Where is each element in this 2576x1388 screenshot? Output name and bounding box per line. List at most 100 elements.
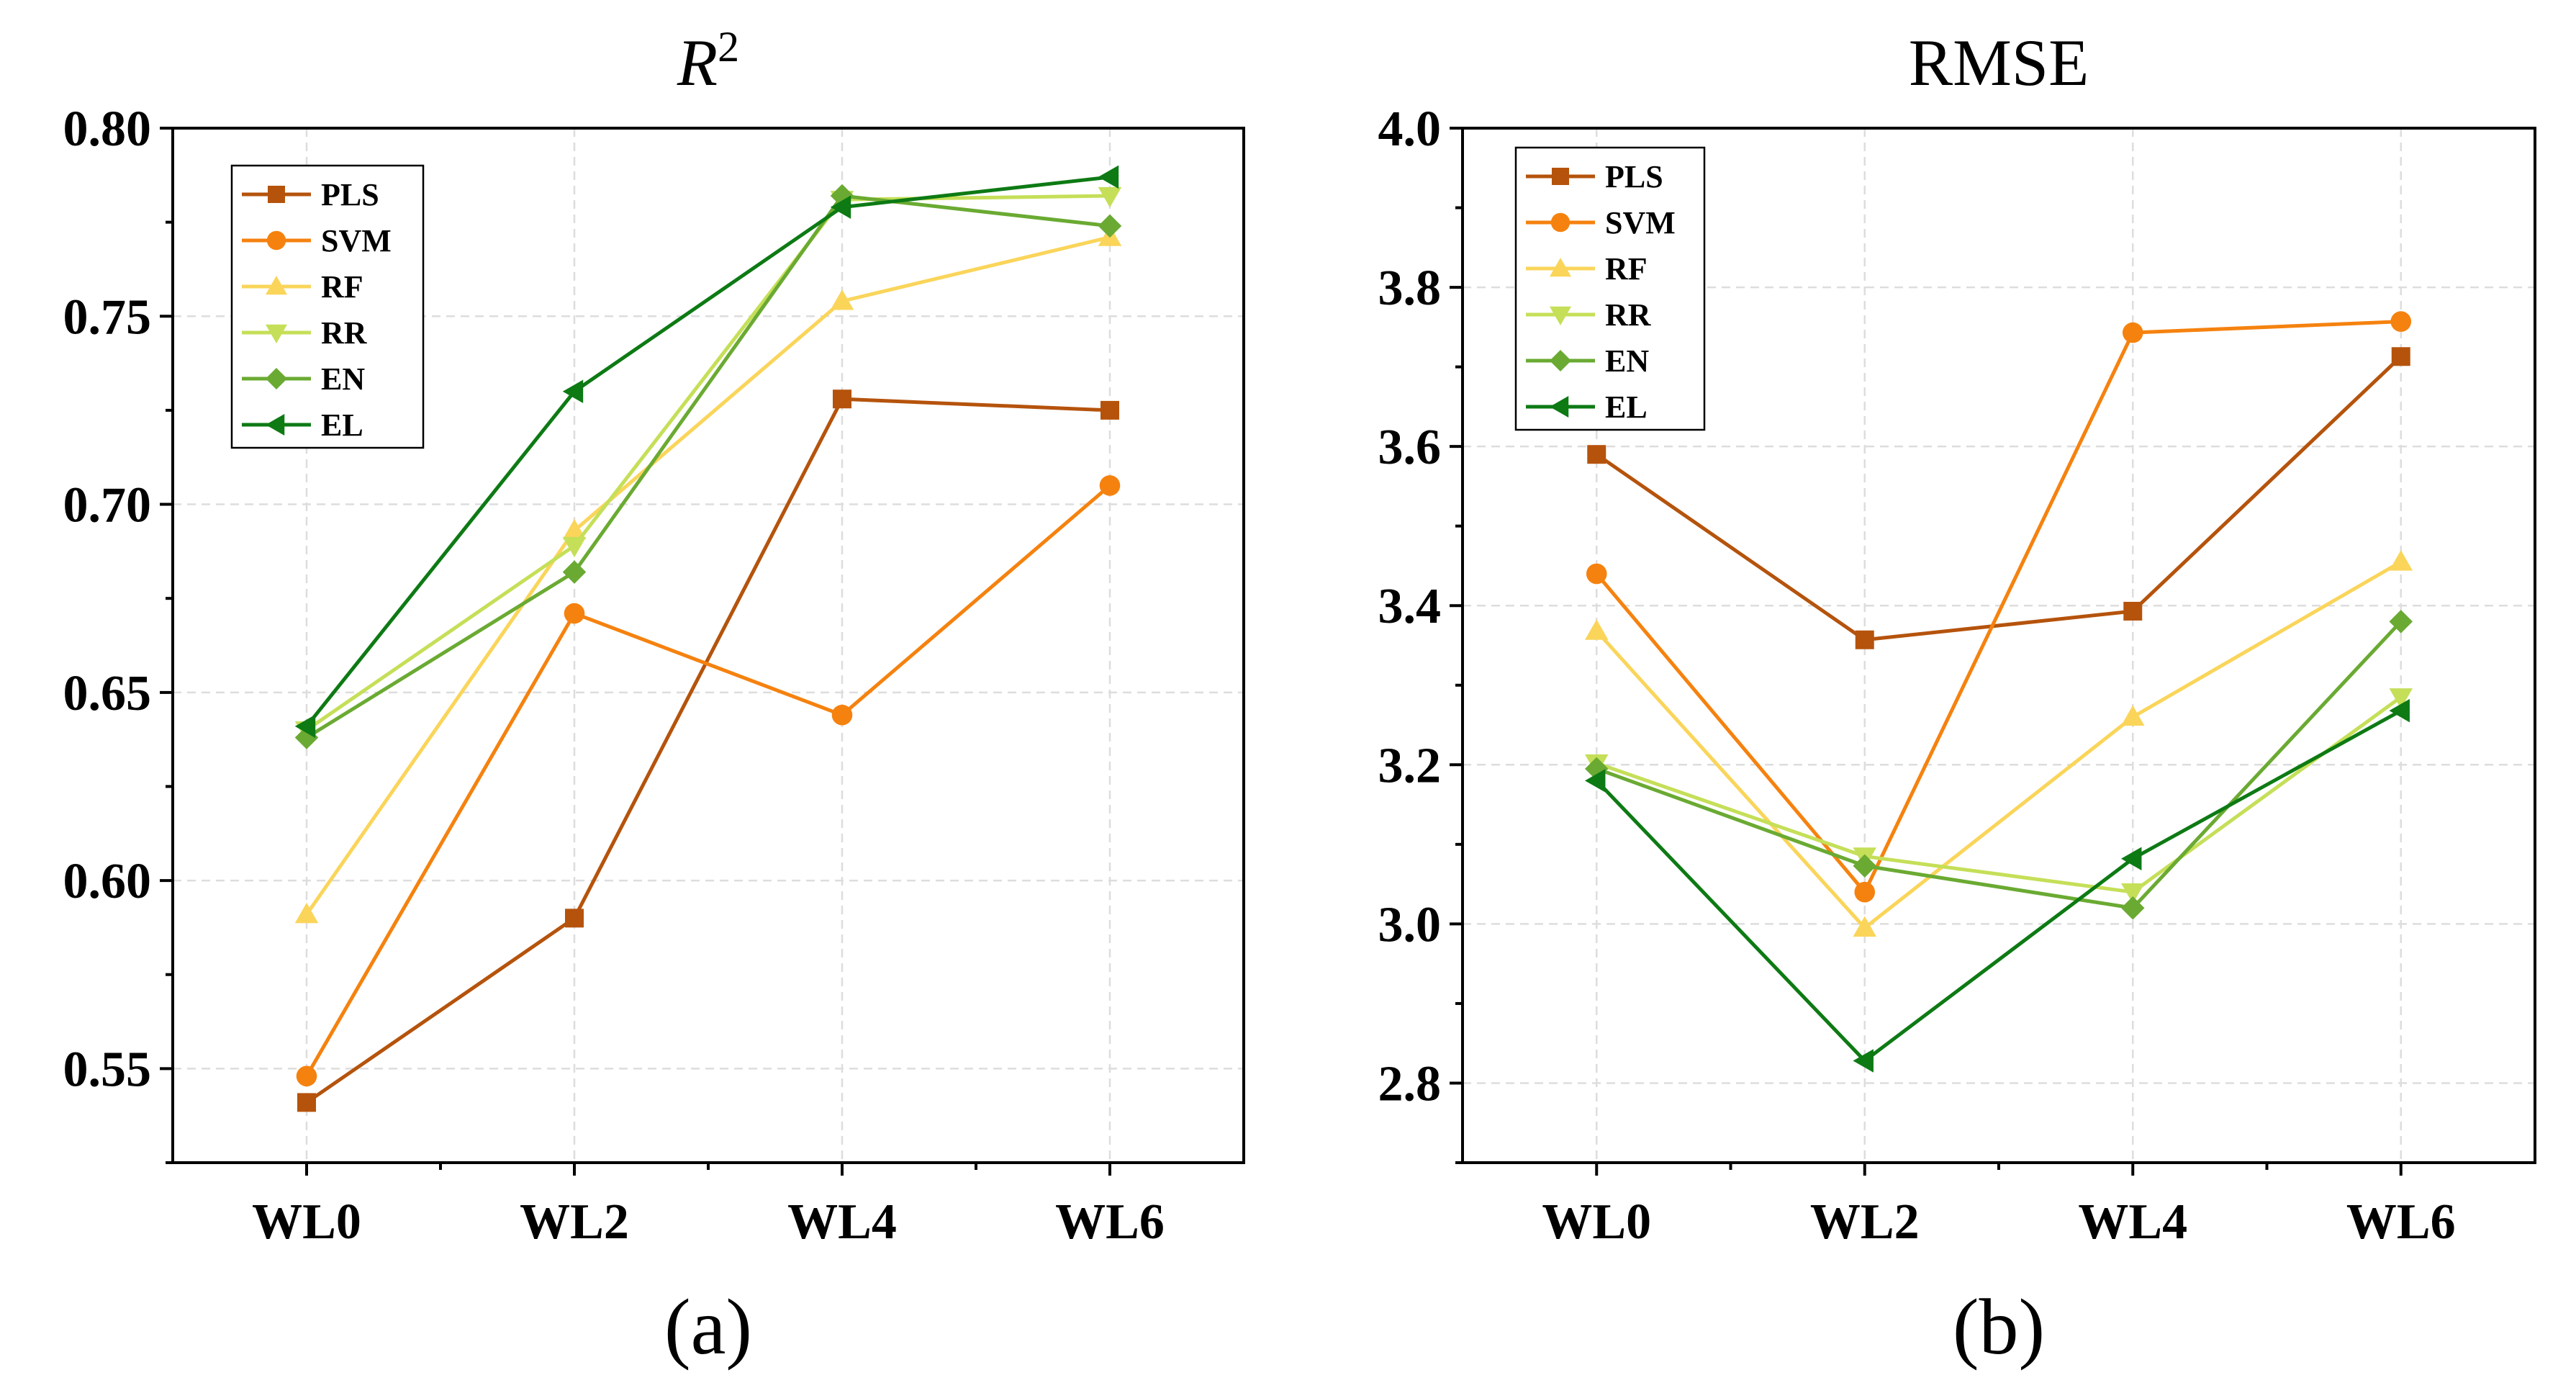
data-point [564,603,585,624]
panel-caption: (a) [664,1283,752,1371]
data-point [562,379,584,404]
data-point [296,1065,317,1087]
panel-caption: (b) [1953,1283,2045,1371]
y-tick-label: 3.2 [1378,738,1442,793]
legend-label: EN [1605,343,1649,379]
data-point [1098,165,1119,189]
x-tick-label: WL2 [520,1194,629,1250]
legend-swatch-marker [266,414,285,436]
x-tick-label: WL0 [252,1194,361,1250]
legend-swatch-marker [266,324,287,343]
legend-label: SVM [1605,205,1676,240]
series-line [304,235,1111,916]
series-line [305,175,1111,728]
legend-label: RF [1605,251,1648,287]
data-point [294,726,319,749]
legend: PLS SVM RF RR EN EL [1514,146,1706,431]
legend-label: EN [321,361,365,397]
chart-title: RMSE [1909,26,2089,99]
data-point [2389,698,2410,723]
y-tick-label: 2.8 [1378,1056,1442,1112]
data-point [1853,1049,1874,1073]
data-point [2389,610,2413,634]
chart-title: R2 [677,23,739,99]
series-svm [296,475,1121,1087]
data-point [1855,630,1874,649]
series-rr [1585,688,2413,904]
legend-swatch-marker [266,230,286,251]
data-point [2121,705,2145,726]
data-point [831,704,853,726]
legend: PLS SVM RF RR EN EL [230,164,425,449]
data-point [830,195,851,219]
legend-label: RR [1605,297,1652,333]
legend-swatch-marker [1550,258,1571,277]
y-tick-label: 4.0 [1378,102,1442,157]
legend-swatch-marker [1550,396,1569,418]
title-main: R [677,26,718,99]
legend-label: EL [321,407,363,443]
legend-swatch-marker [266,276,287,295]
legend-label: RF [321,269,363,305]
series-el [294,165,1119,739]
series-line [305,194,1111,739]
series-line [1595,320,2401,896]
data-point [833,389,851,409]
series-line [305,397,1111,1104]
chart-a: 0.55 0.60 0.65 0.70 0.75 0.80 WL0 WL2 WL4 WL6 R2 (a… [63,23,1245,1371]
series-line [1595,355,2403,642]
x-tick-label: WL4 [787,1194,897,1250]
data-point [830,289,854,310]
data-point [294,902,319,924]
legend-label: EL [1605,389,1648,425]
data-point [1098,186,1122,208]
legend-swatch-marker [268,186,285,203]
data-point [1585,619,1609,640]
legend-label: PLS [321,177,379,212]
x-tick-label: WL2 [1810,1194,1920,1250]
data-point [562,536,587,558]
series-line [1596,620,2403,910]
series-line [304,484,1111,1078]
data-point [297,1093,316,1112]
series-pls [297,389,1119,1112]
title-superscript: 2 [718,23,739,71]
legend-box [230,164,425,449]
legend-label: RR [321,315,368,351]
data-point [565,909,584,928]
y-tick-label: 3.4 [1378,579,1442,634]
series-el [1585,698,2410,1073]
data-point [1585,769,1606,793]
data-point [562,518,587,540]
data-point [2390,311,2412,332]
series-pls [1587,347,2410,649]
data-point [2122,322,2143,343]
legend-swatch-marker [266,368,287,389]
data-point [2389,550,2413,571]
series-en [294,184,1122,749]
data-point [1098,214,1122,238]
y-tick-label: 3.8 [1378,261,1442,316]
x-tick-label: WL0 [1542,1194,1651,1250]
data-point [2391,347,2410,366]
y-tick-label: 0.70 [63,478,152,533]
data-point [1853,854,1876,878]
data-point [1853,916,1876,937]
x-tick-label: WL6 [1055,1194,1165,1250]
x-tick-label: WL6 [2346,1194,2456,1250]
legend-label: SVM [321,223,392,258]
data-point [294,714,316,739]
data-point [2121,896,2145,920]
series-rf [1585,550,2413,937]
data-point [2121,847,2142,870]
data-point [2389,688,2413,709]
data-point [562,560,587,584]
series-svm [1586,311,2412,903]
chart-b: 2.8 3.0 3.2 3.4 3.6 3.8 4.0 WL0 WL2 WL4 WL6 RMSE (b)… [1378,26,2536,1371]
y-tick-label: 0.75 [63,289,152,345]
data-point [2123,601,2143,621]
legend-swatch-marker [1550,306,1571,325]
data-point [1101,400,1119,420]
y-tick-label: 0.60 [63,854,152,909]
